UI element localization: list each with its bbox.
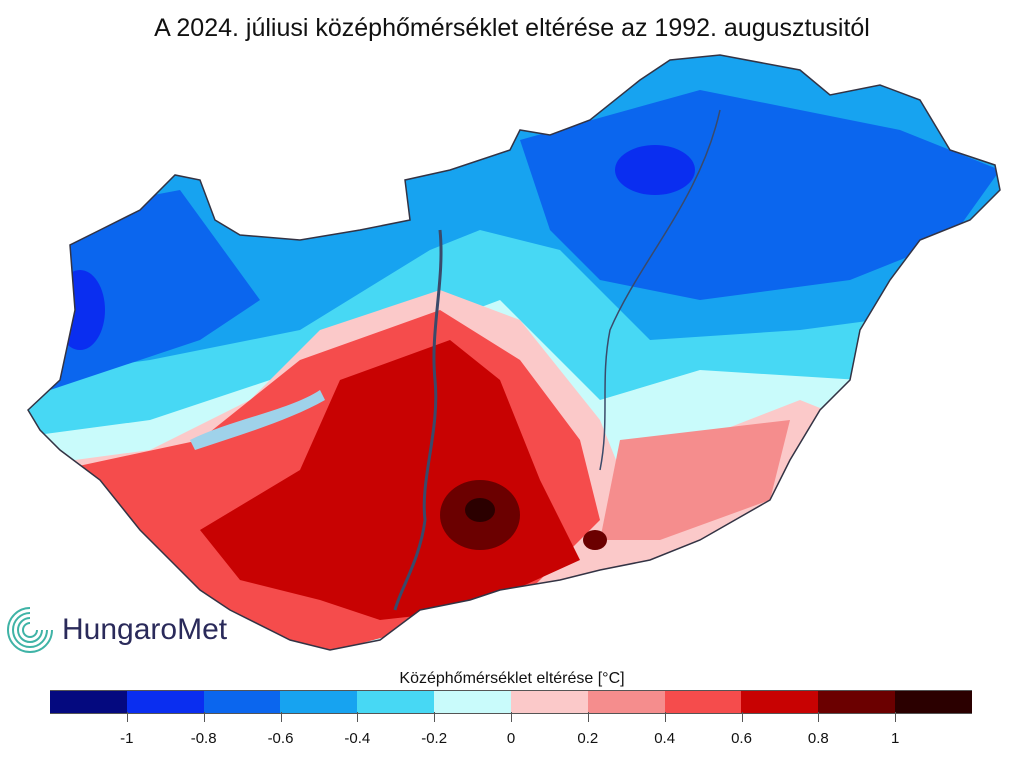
anomaly-field bbox=[28, 55, 1000, 650]
legend-tick-label: -0.8 bbox=[190, 730, 217, 747]
legend-tick bbox=[203, 712, 205, 722]
legend-swatch bbox=[203, 691, 281, 713]
legend-tick-label: 0.4 bbox=[654, 730, 676, 747]
hungaromet-logo: HungaroMet bbox=[4, 600, 227, 660]
legend-tick-label: -0.4 bbox=[344, 730, 371, 747]
legend-tick-label: 0 bbox=[506, 730, 516, 747]
legend-swatch bbox=[126, 691, 204, 713]
legend-swatch bbox=[510, 691, 588, 713]
legend-tick bbox=[818, 712, 820, 722]
tisza-river bbox=[599, 109, 721, 471]
legend-tick-label: -0.2 bbox=[421, 730, 448, 747]
legend-tick bbox=[587, 712, 589, 722]
legend-swatch bbox=[895, 691, 972, 713]
swirl-logo-icon bbox=[7, 607, 53, 653]
legend-swatch bbox=[357, 691, 435, 713]
legend-tick bbox=[511, 712, 512, 722]
legend-swatch bbox=[664, 691, 742, 713]
legend-title: Középhőmérséklet eltérése [°C] bbox=[399, 670, 625, 687]
danube-river bbox=[393, 229, 443, 611]
legend-swatch bbox=[741, 691, 819, 713]
legend-tick bbox=[664, 712, 666, 722]
legend-tick bbox=[434, 712, 436, 722]
legend-tick-label: -0.6 bbox=[267, 730, 294, 747]
legend-swatch bbox=[50, 691, 127, 713]
legend-swatch bbox=[434, 691, 511, 713]
legend-tick-label: 1 bbox=[890, 730, 900, 747]
legend-swatch bbox=[280, 691, 358, 713]
legend-swatch bbox=[818, 691, 896, 713]
map-title: A 2024. júliusi középhőmérséklet eltérés… bbox=[154, 14, 870, 42]
legend-tick-label: -1 bbox=[120, 730, 134, 747]
legend-tick-label: 0.2 bbox=[577, 730, 599, 747]
color-scale-bar bbox=[50, 690, 972, 714]
legend-tick-label: 0.6 bbox=[731, 730, 752, 747]
legend-tick bbox=[357, 712, 359, 722]
legend-tick bbox=[895, 712, 897, 722]
legend-tick bbox=[126, 712, 128, 722]
legend-tick bbox=[741, 712, 743, 722]
legend-tick bbox=[280, 712, 282, 722]
legend-swatch bbox=[587, 691, 665, 713]
logo-text: HungaroMet bbox=[62, 613, 228, 646]
legend-tick-label: 0.8 bbox=[807, 730, 829, 747]
